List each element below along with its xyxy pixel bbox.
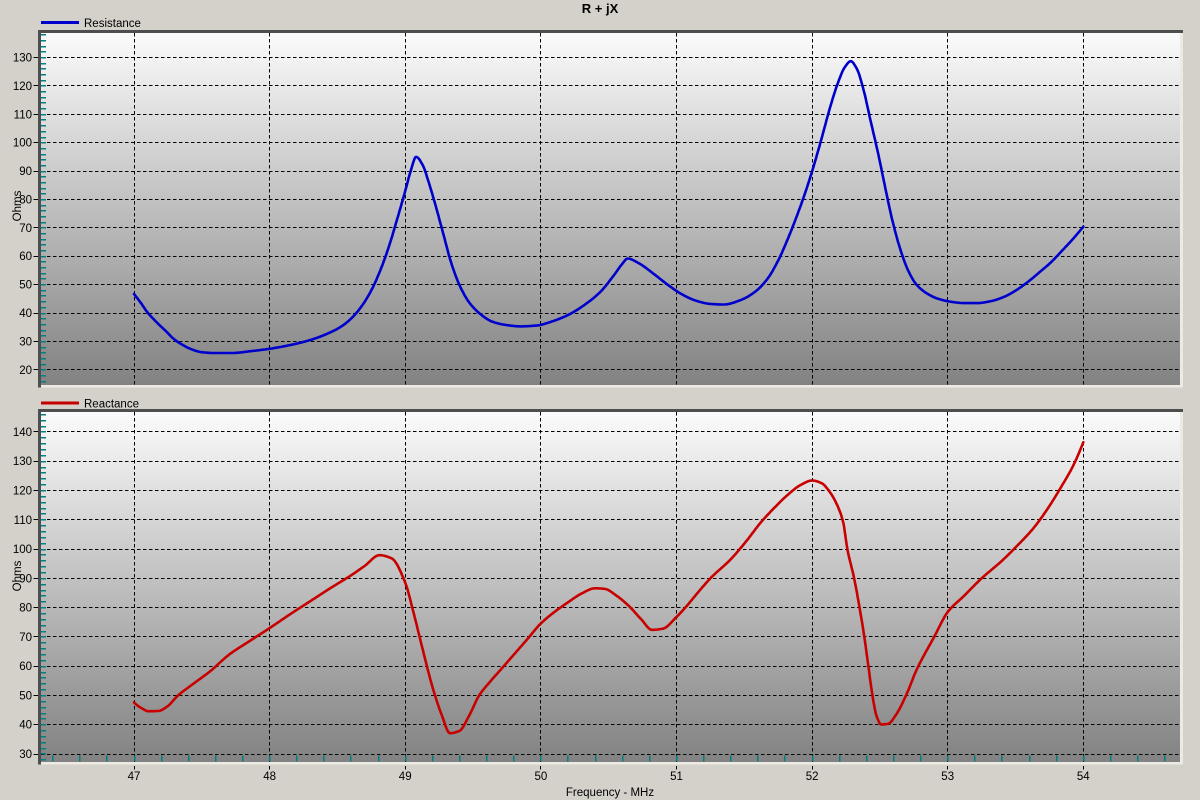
svg-text:100: 100 bbox=[13, 138, 32, 150]
svg-text:Ohms: Ohms bbox=[12, 560, 24, 591]
svg-text:80: 80 bbox=[19, 603, 32, 615]
svg-text:110: 110 bbox=[14, 109, 32, 121]
svg-text:Resistance: Resistance bbox=[84, 18, 141, 30]
svg-text:50: 50 bbox=[19, 280, 32, 292]
svg-text:51: 51 bbox=[670, 771, 683, 783]
svg-text:54: 54 bbox=[1077, 771, 1090, 783]
svg-text:20: 20 bbox=[19, 365, 32, 377]
svg-text:50: 50 bbox=[19, 690, 32, 702]
svg-text:47: 47 bbox=[128, 771, 141, 783]
svg-text:140: 140 bbox=[13, 427, 32, 439]
svg-text:70: 70 bbox=[19, 632, 32, 644]
svg-text:110: 110 bbox=[14, 515, 32, 527]
svg-text:Reactance: Reactance bbox=[84, 399, 139, 411]
svg-text:30: 30 bbox=[19, 336, 32, 348]
svg-text:52: 52 bbox=[806, 771, 819, 783]
svg-text:49: 49 bbox=[399, 771, 412, 783]
svg-text:90: 90 bbox=[19, 573, 32, 585]
svg-text:130: 130 bbox=[13, 53, 32, 65]
svg-text:53: 53 bbox=[941, 771, 954, 783]
svg-text:50: 50 bbox=[535, 771, 548, 783]
svg-text:120: 120 bbox=[13, 486, 32, 498]
svg-text:Frequency - MHz: Frequency - MHz bbox=[566, 787, 654, 799]
svg-text:60: 60 bbox=[19, 251, 32, 263]
svg-text:70: 70 bbox=[19, 223, 32, 235]
svg-text:30: 30 bbox=[19, 749, 32, 761]
svg-text:40: 40 bbox=[19, 720, 32, 732]
svg-text:R + jX: R + jX bbox=[582, 1, 619, 16]
svg-text:80: 80 bbox=[19, 195, 32, 207]
svg-text:130: 130 bbox=[13, 456, 32, 468]
svg-text:60: 60 bbox=[19, 661, 32, 673]
svg-text:Ohms: Ohms bbox=[12, 190, 24, 221]
svg-text:48: 48 bbox=[263, 771, 276, 783]
svg-text:90: 90 bbox=[19, 166, 32, 178]
svg-text:40: 40 bbox=[19, 308, 32, 320]
svg-text:100: 100 bbox=[13, 544, 32, 556]
svg-text:120: 120 bbox=[13, 81, 32, 93]
